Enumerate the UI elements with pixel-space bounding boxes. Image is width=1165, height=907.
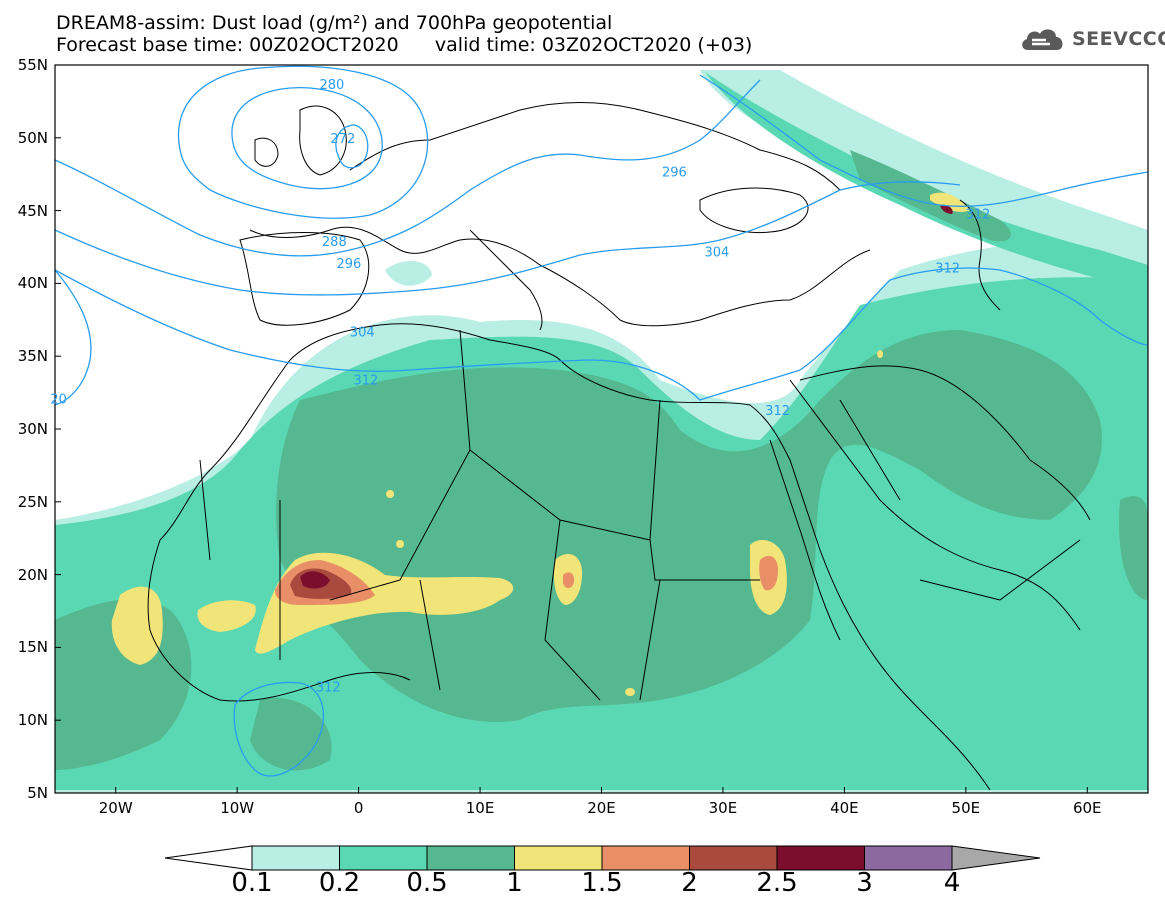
contour-label: 312 [316,681,341,696]
lat-label: 20N [17,565,48,584]
lon-label: 20W [98,799,133,817]
colorbar-label: 2.5 [756,868,798,898]
lon-label: 60E [1072,799,1102,817]
geopotential-contours [55,65,1148,777]
lon-label: 10E [465,799,495,817]
map-subtitle: Forecast base time: 00Z02OCT2020 valid t… [56,34,753,56]
contour-label-layer: 280 272 288 296 296 304 304 312 312 312 312 312 20 [50,78,991,696]
colorbar-label: 3 [856,868,873,898]
contour-label: 288 [322,235,347,250]
lon-label: 20E [587,799,616,817]
lat-label: 15N [17,638,48,657]
lat-label: 30N [17,420,48,438]
colorbar-label: 0.2 [318,868,361,898]
lat-label: 35N [17,347,48,366]
lat-label: 40N [17,274,48,293]
lon-label: 30E [708,799,738,817]
contour-label: 312 [935,261,960,276]
lon-label: 40E [830,799,859,817]
seevccc-logo: SEEVCCC [1018,24,1165,54]
contour-label: 304 [350,325,375,340]
map-title: DREAM8-assim: Dust load (g/m²) and 700hP… [56,12,613,34]
axis-ticks [55,64,1088,794]
colorbar-label: 2 [681,868,698,898]
contour-label: 280 [319,78,344,93]
lat-label: 45N [17,201,48,220]
dust-shading [55,65,1148,793]
logo-text: SEEVCCC [1072,28,1165,50]
lat-label: 25N [17,492,48,511]
lat-label: 55N [17,56,48,74]
contour-label: 296 [336,257,361,272]
lat-label: 50N [17,128,48,147]
contour-label: 272 [330,132,355,147]
colorbar-label: 0.5 [406,868,448,898]
contour-label: 312 [765,404,790,419]
lat-label: 10N [17,711,48,730]
colorbar-label: 4 [943,868,961,898]
cloud-logo-icon [1022,29,1063,50]
lon-label: 10W [220,799,255,817]
contour-label: 296 [662,165,687,180]
lon-label: 50E [951,799,981,817]
colorbar-label: 1 [506,868,523,898]
colorbar-label: 0.1 [231,868,273,898]
colorbar-label: 1.5 [581,868,623,898]
contour-label: 312 [353,373,378,388]
contour-label: 20 [50,392,67,407]
contour-label: 304 [704,245,729,260]
lat-label: 5N [27,784,48,802]
contour-label: 312 [966,208,991,223]
lon-label: 0 [353,799,364,817]
